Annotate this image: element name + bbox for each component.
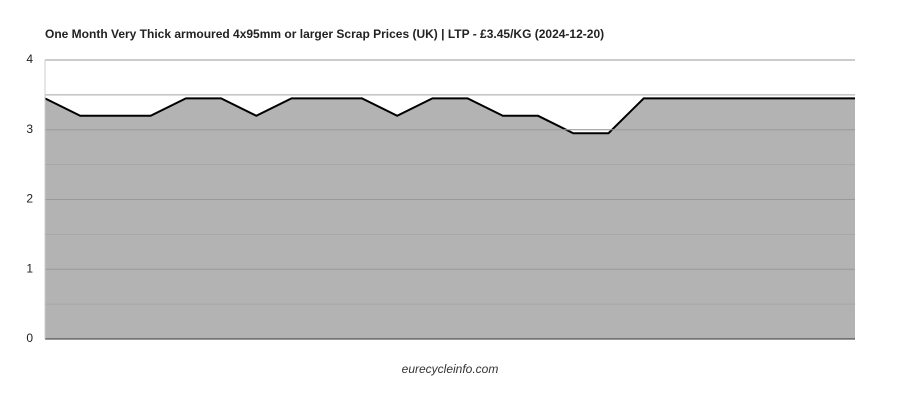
footer: eurecycleinfo.com (402, 362, 499, 376)
y-tick-label: 0 (26, 331, 33, 345)
y-tick-label: 4 (26, 52, 33, 66)
y-tick-label: 3 (26, 122, 33, 136)
y-tick-label: 1 (26, 261, 33, 275)
line (44, 97, 855, 135)
chart-title: One Month Very Thick armoured 4x95mm or … (45, 27, 604, 41)
area (45, 98, 855, 339)
y-tick-label: 2 (26, 192, 33, 206)
